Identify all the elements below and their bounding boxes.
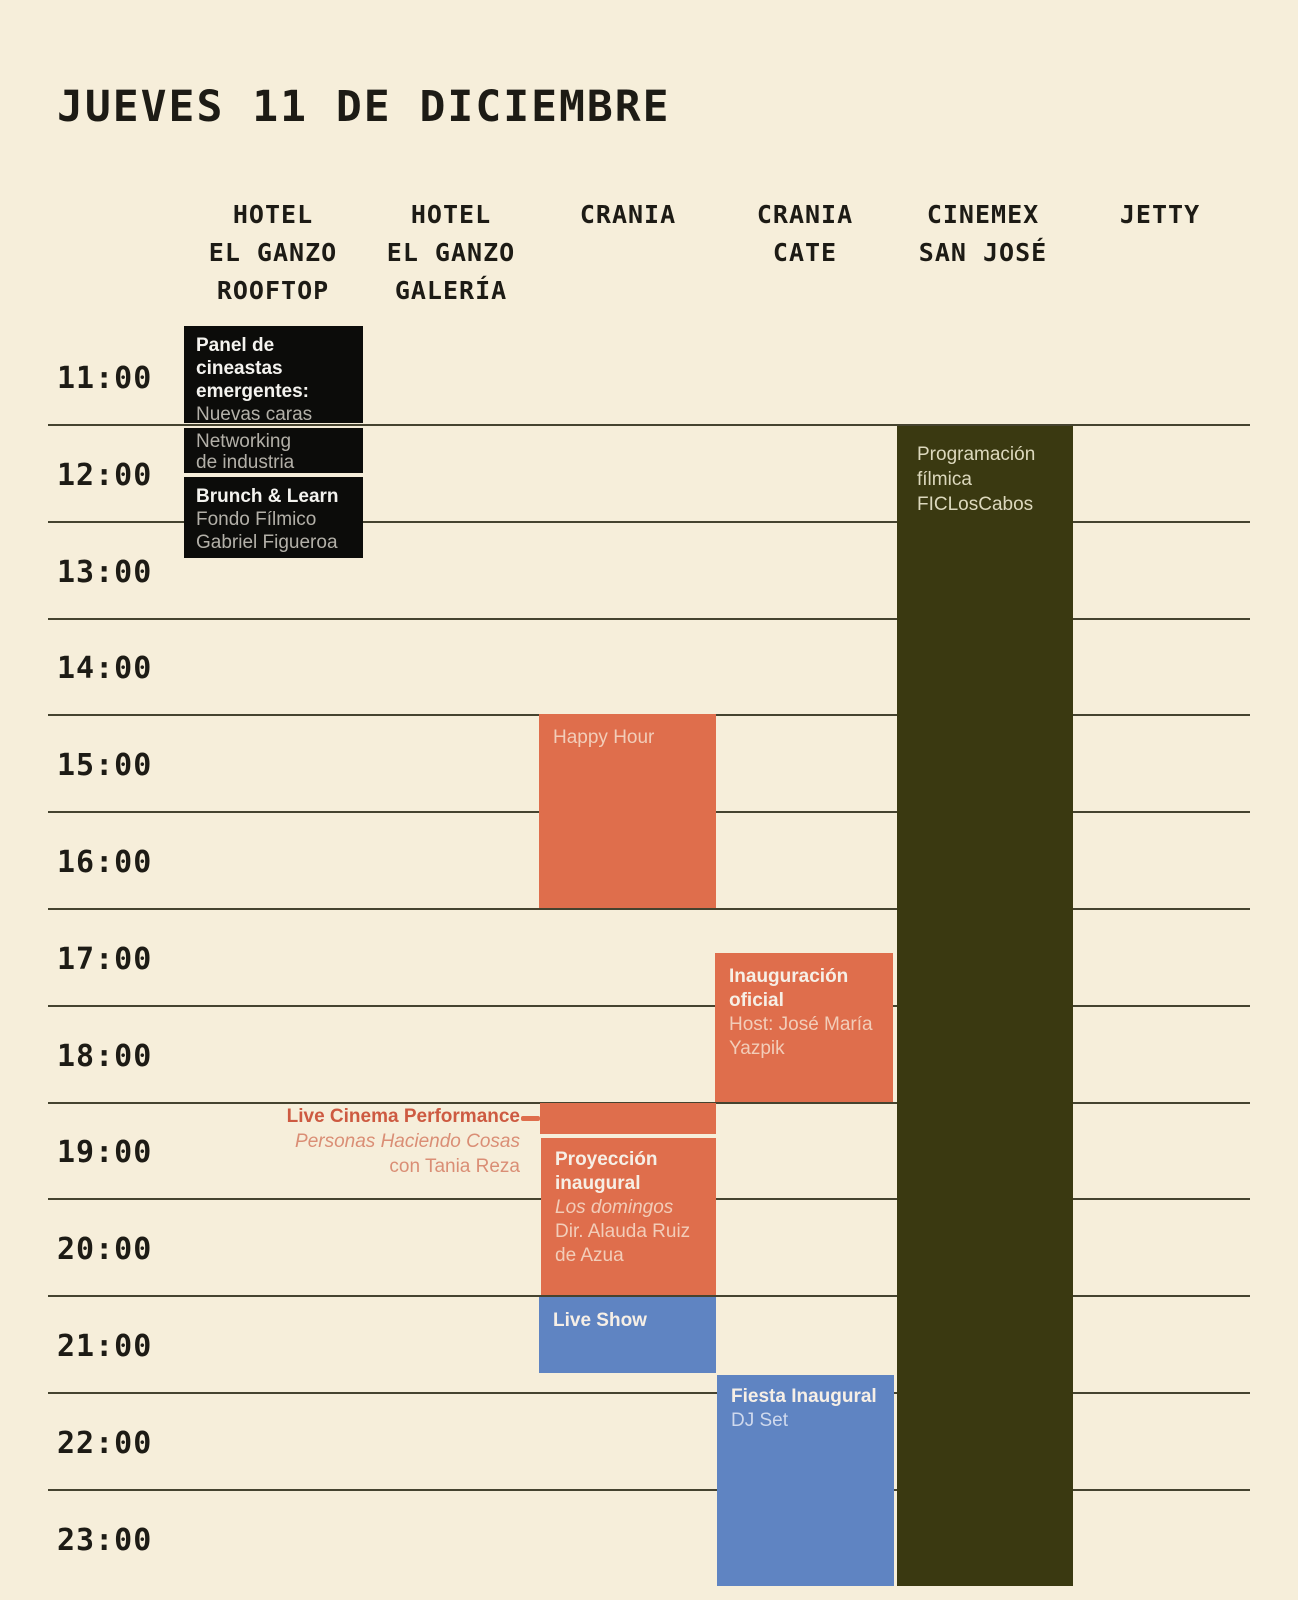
time-label-1500: 15:00 bbox=[57, 748, 153, 783]
venue-header-crania: CRANIA bbox=[579, 200, 677, 229]
event-title: Brunch & Learn bbox=[196, 486, 339, 507]
event-panel-cineastas: Panel de cineastas emergentes: Nuevas ca… bbox=[184, 326, 363, 423]
time-label-2100: 21:00 bbox=[57, 1329, 153, 1364]
grid-line bbox=[48, 908, 1250, 910]
event-details: Fondo Fílmico Gabriel Figueroa bbox=[196, 509, 338, 553]
time-label-1400: 14:00 bbox=[57, 651, 153, 686]
time-label-1200: 12:00 bbox=[57, 458, 153, 493]
event-details: con Tania Reza bbox=[389, 1156, 520, 1177]
time-label-2300: 23:00 bbox=[57, 1523, 153, 1558]
event-fiesta-inaugural: Fiesta Inaugural DJ Set bbox=[717, 1375, 894, 1586]
time-label-1300: 13:00 bbox=[57, 555, 153, 590]
event-title: Live Show bbox=[553, 1310, 647, 1331]
event-live-cinema-bar bbox=[540, 1103, 716, 1134]
time-label-1600: 16:00 bbox=[57, 845, 153, 880]
event-title: Panel de cineastas emergentes: bbox=[196, 335, 309, 402]
event-title: Proyección inaugural bbox=[555, 1149, 658, 1194]
event-details: Networking de industria bbox=[196, 431, 295, 473]
event-inauguracion-oficial: Inauguración oficial Host: José María Ya… bbox=[715, 953, 893, 1102]
time-label-1100: 11:00 bbox=[57, 361, 153, 396]
event-details: Host: José María Yazpik bbox=[729, 1014, 873, 1059]
event-happy-hour: Happy Hour bbox=[539, 714, 716, 908]
grid-line bbox=[48, 521, 1250, 523]
event-proyeccion-inaugural: Proyección inaugural Los domingos Dir. A… bbox=[541, 1138, 716, 1295]
venue-header-hotel-el-ganzo-galeria: HOTEL EL GANZO GALERÍA bbox=[386, 200, 516, 305]
page-title: JUEVES 11 DE DICIEMBRE bbox=[57, 82, 671, 132]
event-subtitle: Personas Haciendo Cosas bbox=[295, 1131, 520, 1152]
time-label-1800: 18:00 bbox=[57, 1039, 153, 1074]
venue-header-crania-cate: CRANIA CATE bbox=[756, 200, 854, 267]
annotation-connector-dash bbox=[521, 1116, 540, 1121]
event-details: Nuevas caras en el cine bbox=[196, 404, 313, 423]
event-live-show: Live Show bbox=[539, 1297, 716, 1373]
event-title: Fiesta Inaugural bbox=[731, 1386, 877, 1407]
event-details: DJ Set bbox=[731, 1410, 789, 1431]
event-details: Programación fílmica FICLosCabos bbox=[917, 444, 1036, 515]
event-title: Live Cinema Performance bbox=[286, 1106, 520, 1127]
grid-line bbox=[48, 424, 1250, 426]
event-subtitle: Los domingos bbox=[555, 1197, 674, 1218]
event-networking: Networking de industria bbox=[184, 428, 363, 473]
time-label-2200: 22:00 bbox=[57, 1426, 153, 1461]
event-title: Happy Hour bbox=[553, 727, 655, 748]
event-brunch-learn: Brunch & Learn Fondo Fílmico Gabriel Fig… bbox=[184, 477, 363, 558]
event-title: Inauguración oficial bbox=[729, 966, 849, 1011]
event-details: Dir. Alauda Ruiz de Azua bbox=[555, 1221, 691, 1266]
time-label-2000: 20:00 bbox=[57, 1232, 153, 1267]
venue-header-hotel-el-ganzo-rooftop: HOTEL EL GANZO ROOFTOP bbox=[208, 200, 338, 305]
event-live-cinema-annotation: Live Cinema Performance Personas Haciend… bbox=[238, 1104, 520, 1179]
grid-line bbox=[48, 1489, 1250, 1491]
grid-line bbox=[48, 618, 1250, 620]
venue-header-cinemex-san-jose: CINEMEX SAN JOSÉ bbox=[918, 200, 1048, 267]
event-programacion-filmica: Programación fílmica FICLosCabos bbox=[897, 426, 1073, 1586]
grid-line bbox=[48, 1005, 1250, 1007]
time-label-1900: 19:00 bbox=[57, 1135, 153, 1170]
grid-line bbox=[48, 1295, 1250, 1297]
venue-header-jetty: JETTY bbox=[1119, 200, 1201, 229]
grid-line bbox=[48, 1392, 1250, 1394]
time-label-1700: 17:00 bbox=[57, 942, 153, 977]
